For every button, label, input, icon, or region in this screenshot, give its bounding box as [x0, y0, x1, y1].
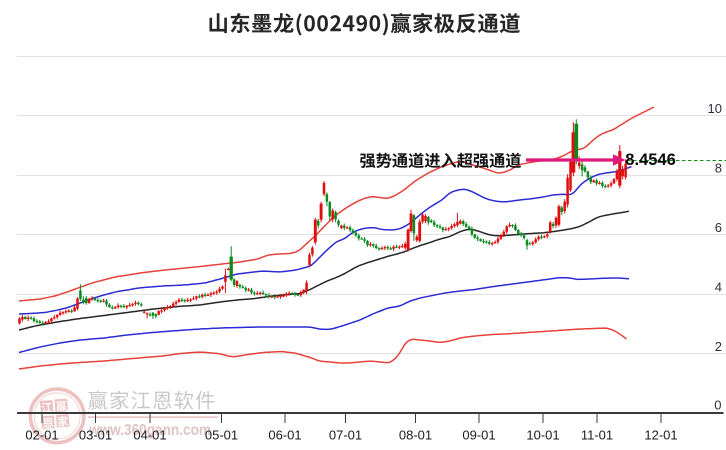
svg-text:06-01: 06-01: [268, 428, 301, 443]
svg-text:08-01: 08-01: [399, 428, 432, 443]
svg-text:09-01: 09-01: [462, 428, 495, 443]
svg-text:8.4546: 8.4546: [625, 151, 675, 169]
svg-text:10-01: 10-01: [526, 428, 559, 443]
svg-text:2: 2: [715, 339, 722, 354]
svg-text:0: 0: [714, 397, 721, 412]
svg-text:4: 4: [715, 279, 722, 294]
svg-text:02-01: 02-01: [25, 428, 58, 443]
svg-text:6: 6: [715, 220, 722, 235]
svg-text:11-01: 11-01: [581, 428, 613, 443]
svg-text:04-01: 04-01: [133, 428, 166, 443]
svg-text:03-01: 03-01: [79, 428, 112, 443]
svg-text:8: 8: [715, 160, 722, 175]
svg-text:05-01: 05-01: [205, 428, 238, 443]
svg-text:07-01: 07-01: [329, 428, 362, 443]
svg-text:www.360gann.com: www.360gann.com: [88, 422, 211, 439]
svg-text:10: 10: [708, 101, 722, 116]
svg-text:12-01: 12-01: [644, 428, 677, 443]
